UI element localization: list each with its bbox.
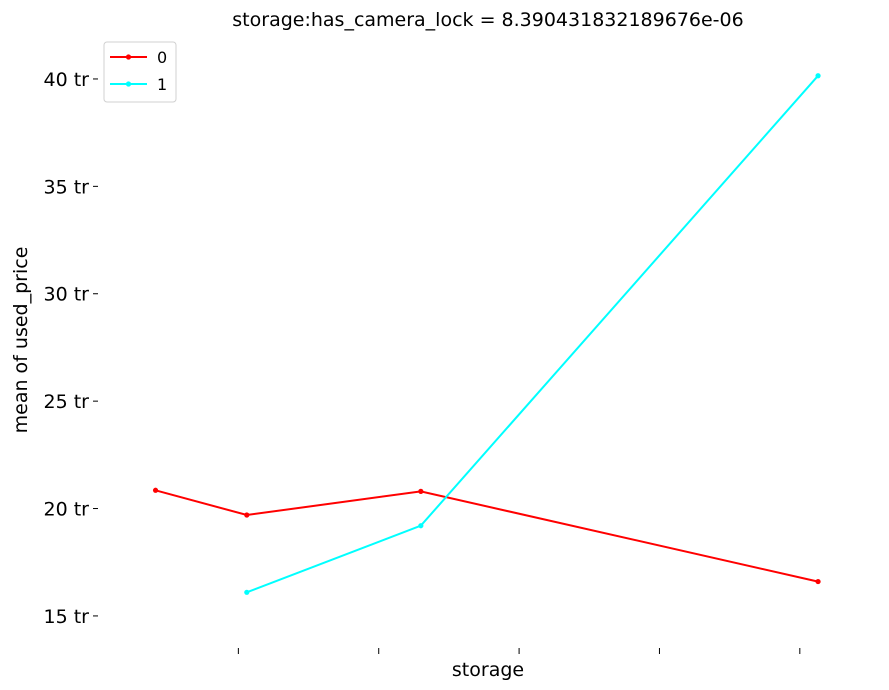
y-tick-label-5: 40 tr (44, 69, 90, 91)
series-line-0 (155, 489, 819, 583)
data-point-0-0 (152, 487, 159, 493)
chart-title: storage:has_camera_lock = 8.390431832189… (232, 9, 743, 31)
y-axis-ticks: 15 tr 20 tr 25 tr 30 tr 35 tr 40 tr (44, 69, 98, 628)
y-tick-label-4: 35 tr (44, 176, 90, 198)
series-layer (152, 73, 821, 595)
x-axis-label: storage (452, 659, 524, 681)
data-point-1-2 (815, 73, 821, 79)
data-point-0-2 (418, 488, 424, 494)
legend-label-1: 1 (157, 75, 167, 94)
legend-label-0: 0 (157, 48, 167, 67)
data-point-0-1 (244, 512, 250, 518)
y-tick-label-1: 20 tr (44, 499, 90, 521)
y-tick-label-0: 15 tr (44, 606, 90, 628)
legend: 0 1 (103, 41, 177, 103)
series-line-1 (246, 75, 819, 594)
x-axis-ticks (237, 648, 801, 654)
y-tick-label-3: 30 tr (44, 284, 90, 306)
y-tick-label-2: 25 tr (44, 391, 90, 413)
data-point-1-1 (418, 523, 424, 529)
legend-marker-0 (125, 54, 132, 60)
data-point-1-0 (244, 589, 250, 595)
data-point-0-3 (815, 578, 821, 585)
y-axis-label: mean of used_price (10, 247, 32, 434)
legend-marker-1 (125, 81, 132, 87)
